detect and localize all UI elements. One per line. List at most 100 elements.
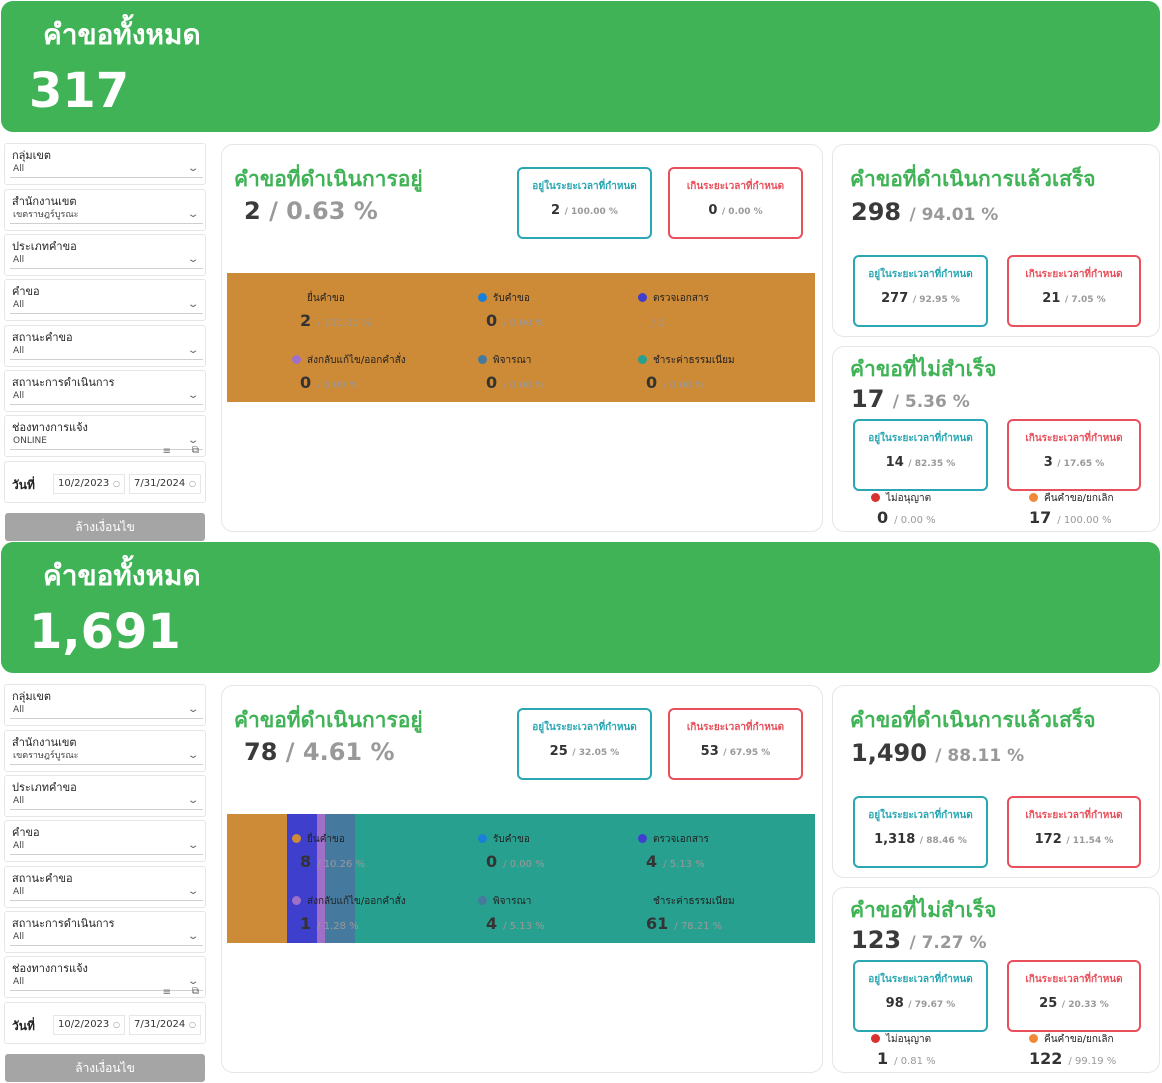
over-count: 0	[708, 203, 718, 218]
filter-select[interactable]: All	[10, 388, 203, 405]
calendar-icon[interactable]: ○	[189, 479, 196, 488]
filter-select[interactable]: เขตราษฎร์บูรณะ	[10, 748, 203, 765]
clear-filters-button[interactable]: ล้างเงื่อนไข	[5, 513, 205, 541]
filter-2[interactable]: ประเภทคำขอ All ⌄	[4, 234, 206, 276]
inprogress-over-box: เกินระยะเวลาที่กำหนด 53 / 67.95 %	[668, 708, 803, 780]
chevron-down-icon[interactable]: ⌄	[186, 750, 200, 761]
not-allowed-value: 0 / 0.00 %	[877, 508, 936, 527]
stage-count: 0	[486, 311, 498, 330]
chevron-down-icon[interactable]: ⌄	[186, 299, 200, 310]
failed-card: คำขอที่ไม่สำเร็จ 123 / 7.27 % อยู่ในระยะ…	[832, 887, 1160, 1073]
bar-segment[interactable]	[317, 814, 325, 943]
legend-dot	[292, 293, 301, 302]
stage-value: 4 / 5.13 %	[486, 914, 545, 933]
legend-label: ตรวจเอกสาร	[653, 834, 709, 845]
stage-count: 0	[486, 373, 498, 392]
chevron-down-icon[interactable]: ⌄	[186, 209, 200, 220]
filter-5[interactable]: สถานะการดำเนินการ All ⌄	[4, 370, 206, 412]
filter-select[interactable]: All	[10, 297, 203, 314]
bar-segment[interactable]	[227, 273, 815, 402]
filter-select[interactable]: All	[10, 929, 203, 946]
calendar-icon[interactable]: ○	[113, 1020, 120, 1029]
filter-1[interactable]: สำนักงานเขต เขตราษฎร์บูรณะ ⌄	[4, 730, 206, 772]
chevron-down-icon[interactable]: ⌄	[186, 254, 200, 265]
filter-select[interactable]: All	[10, 343, 203, 360]
filter-3[interactable]: คำขอ All ⌄	[4, 279, 206, 321]
chevron-down-icon[interactable]: ⌄	[186, 795, 200, 806]
filter-select[interactable]: ONLINE	[10, 433, 203, 450]
filter-select[interactable]: All	[10, 974, 203, 991]
filter-3[interactable]: คำขอ All ⌄	[4, 820, 206, 862]
calendar-icon[interactable]: ○	[189, 1020, 196, 1029]
filter-select[interactable]: All	[10, 793, 203, 810]
done-percent: / 88.11 %	[935, 746, 1025, 766]
date-from-value: 10/2/2023	[58, 478, 110, 489]
stage-value: 2 / 100.00 %	[300, 311, 371, 330]
filter-1[interactable]: สำนักงานเขต เขตราษฎร์บูรณะ ⌄	[4, 189, 206, 231]
legend-dot	[478, 896, 487, 905]
failed-summary: 123 / 7.27 %	[851, 926, 987, 954]
filter-select[interactable]: All	[10, 161, 203, 178]
filter-6[interactable]: ช่องทางการแจ้ง All ⌄ ≡ ⧉	[4, 956, 206, 998]
done-card: คำขอที่ดำเนินการแล้วเสร็จ 298 / 94.01 % …	[832, 144, 1160, 337]
done-summary: 298 / 94.01 %	[851, 198, 998, 226]
within-value: 25 / 32.05 %	[519, 744, 650, 759]
filter-4[interactable]: สถานะคำขอ All ⌄	[4, 325, 206, 367]
legend-label: พิจารณา	[493, 896, 532, 907]
bar-segment[interactable]	[227, 814, 288, 943]
within-count: 14	[885, 455, 904, 470]
stage-count: 2	[300, 311, 312, 330]
legend-item: รับคำขอ	[478, 832, 530, 847]
date-from-field[interactable]: 10/2/2023 ○	[53, 474, 125, 494]
chevron-down-icon[interactable]: ⌄	[186, 345, 200, 356]
legend-label: คืนคำขอ/ยกเลิก	[1044, 1034, 1114, 1045]
chevron-down-icon[interactable]: ⌄	[186, 390, 200, 401]
stage-count: 4	[646, 852, 658, 871]
stage-percent: / 0	[652, 318, 665, 329]
filter-select[interactable]: All	[10, 702, 203, 719]
over-label: เกินระยะเวลาที่กำหนด	[1025, 974, 1123, 985]
filter-6[interactable]: ช่องทางการแจ้ง ONLINE ⌄ ≡ ⧉	[4, 415, 206, 457]
expand-icon[interactable]: ⧉	[191, 986, 199, 997]
date-to-field[interactable]: 7/31/2024 ○	[129, 474, 201, 494]
filter-2[interactable]: ประเภทคำขอ All ⌄	[4, 775, 206, 817]
clear-filters-button[interactable]: ล้างเงื่อนไข	[5, 1054, 205, 1082]
inprogress-percent: / 4.61 %	[285, 738, 395, 766]
done-count: 1,490	[851, 739, 927, 767]
filter-icon[interactable]: ≡	[162, 446, 171, 457]
done-within-box: อยู่ในระยะเวลาที่กำหนด 1,318 / 88.46 %	[853, 796, 988, 868]
expand-icon[interactable]: ⧉	[191, 445, 199, 456]
legend-dot	[478, 355, 487, 364]
filter-0[interactable]: กลุ่มเขต All ⌄	[4, 143, 206, 185]
chevron-down-icon[interactable]: ⌄	[186, 840, 200, 851]
date-range[interactable]: วันที่ 10/2/2023 ○ 7/31/2024 ○	[4, 461, 206, 503]
date-label: วันที่	[12, 478, 35, 492]
within-label: อยู่ในระยะเวลาที่กำหนด	[532, 722, 637, 733]
filter-select[interactable]: All	[10, 252, 203, 269]
total-banner: คำขอทั้งหมด 1,691	[1, 542, 1160, 673]
filter-select[interactable]: All	[10, 838, 203, 855]
filter-select[interactable]: เขตราษฎร์บูรณะ	[10, 207, 203, 224]
chevron-down-icon[interactable]: ⌄	[186, 931, 200, 942]
legend-label: ไม่อนุญาต	[886, 1034, 932, 1045]
filter-0[interactable]: กลุ่มเขต All ⌄	[4, 684, 206, 726]
bar-segment[interactable]	[355, 814, 815, 943]
chevron-down-icon[interactable]: ⌄	[186, 435, 200, 446]
chevron-down-icon[interactable]: ⌄	[186, 886, 200, 897]
not-allowed-value: 1 / 0.81 %	[877, 1049, 936, 1068]
filter-select[interactable]: All	[10, 884, 203, 901]
calendar-icon[interactable]: ○	[113, 479, 120, 488]
date-to-field[interactable]: 7/31/2024 ○	[129, 1015, 201, 1035]
inprogress-card: คำขอที่ดำเนินการอยู่ 78 / 4.61 % อยู่ในร…	[221, 685, 823, 1073]
filter-5[interactable]: สถานะการดำเนินการ All ⌄	[4, 911, 206, 953]
filter-4[interactable]: สถานะคำขอ All ⌄	[4, 866, 206, 908]
bar-segment[interactable]	[325, 814, 356, 943]
date-range[interactable]: วันที่ 10/2/2023 ○ 7/31/2024 ○	[4, 1002, 206, 1044]
legend-dot	[292, 355, 301, 364]
chevron-down-icon[interactable]: ⌄	[186, 976, 200, 987]
chevron-down-icon[interactable]: ⌄	[186, 163, 200, 174]
date-from-field[interactable]: 10/2/2023 ○	[53, 1015, 125, 1035]
filter-icon[interactable]: ≡	[162, 987, 171, 998]
chevron-down-icon[interactable]: ⌄	[186, 704, 200, 715]
date-to-value: 7/31/2024	[134, 478, 186, 489]
